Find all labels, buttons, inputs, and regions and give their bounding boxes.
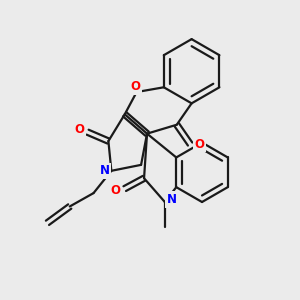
- Text: N: N: [100, 164, 110, 177]
- Text: O: O: [195, 138, 205, 151]
- Text: N: N: [167, 193, 176, 206]
- Text: O: O: [111, 184, 121, 196]
- Text: O: O: [74, 123, 84, 136]
- Text: O: O: [130, 80, 140, 93]
